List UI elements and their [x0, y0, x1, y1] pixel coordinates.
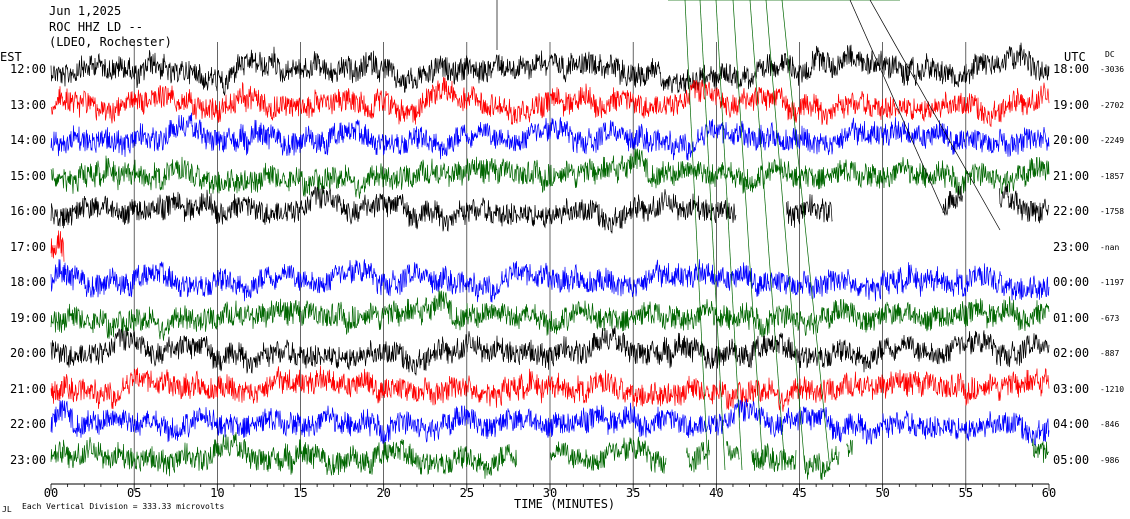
- est-hour-label: 22:00: [10, 417, 47, 431]
- dc-offset-value: -1210: [1100, 384, 1125, 394]
- dc-offset-value: -1197: [1100, 278, 1125, 287]
- est-hour-label: 16:00: [10, 204, 47, 218]
- x-tick-label: 25: [460, 486, 474, 500]
- event-line: [684, 0, 709, 471]
- trace-layer: [50, 42, 1050, 481]
- trace-row-2300: [50, 432, 1050, 481]
- trace-row-1400: [50, 112, 1050, 161]
- trace-row-1600: [50, 183, 1050, 234]
- est-hour-label: 13:00: [10, 97, 47, 112]
- dc-offset-value: -1758: [1100, 207, 1125, 216]
- trace-row-1800: [50, 259, 1050, 303]
- x-tick-label: 50: [875, 486, 889, 500]
- station-code: ROC HHZ LD --: [49, 20, 143, 34]
- x-tick-label: 05: [127, 486, 141, 500]
- dc-offset-value: -1857: [1100, 171, 1125, 181]
- x-tick-label: 35: [626, 486, 640, 500]
- dc-offset-value: -2702: [1100, 100, 1125, 110]
- x-tick-label: 10: [210, 486, 224, 500]
- x-tick-label: 20: [376, 486, 390, 500]
- est-hour-label: 21:00: [10, 381, 47, 396]
- dc-header: DC: [1105, 50, 1115, 59]
- x-tick-label: 30: [543, 486, 557, 500]
- left-timezone-label: EST: [0, 50, 22, 64]
- utc-hour-label: 21:00: [1053, 168, 1090, 183]
- utc-hour-label: 20:00: [1053, 133, 1090, 147]
- utc-hour-label: 04:00: [1053, 417, 1090, 431]
- event-line: [765, 0, 806, 471]
- est-hour-label: 23:00: [10, 452, 47, 467]
- dc-offset-value: -986: [1100, 455, 1120, 465]
- chart-date: Jun 1,2025: [49, 4, 122, 18]
- utc-hour-label: 01:00: [1053, 310, 1090, 325]
- trace-row-1900: [50, 289, 1050, 341]
- x-tick-label: 60: [1042, 486, 1056, 500]
- x-tick-label: 00: [44, 486, 58, 500]
- utc-hour-label: 22:00: [1053, 204, 1090, 218]
- event-line: [869, 0, 1001, 231]
- x-tick-label: 15: [293, 486, 307, 500]
- event-line: [732, 0, 764, 471]
- utc-hour-label: 23:00: [1053, 239, 1090, 254]
- dc-offset-value: -673: [1100, 313, 1120, 323]
- vertical-division-note: Each Vertical Division = 333.33 microvol…: [22, 502, 225, 511]
- est-hour-label: 19:00: [10, 310, 47, 325]
- trace-row-2000: [50, 325, 1050, 376]
- event-marker-lines: [496, 0, 1001, 471]
- right-timezone-label: UTC: [1064, 50, 1086, 64]
- utc-hour-label: 00:00: [1053, 275, 1090, 289]
- est-hour-label: 17:00: [10, 239, 47, 254]
- dc-offset-value: -2249: [1100, 136, 1125, 145]
- event-line: [699, 0, 726, 471]
- footer-mark: JL: [2, 505, 12, 514]
- dc-offset-value: -3036: [1100, 65, 1125, 74]
- est-hour-label: 15:00: [10, 168, 47, 183]
- utc-hour-label: 03:00: [1053, 381, 1090, 396]
- est-hour-label: 14:00: [10, 133, 47, 147]
- dc-offset-value: -846: [1100, 420, 1120, 429]
- dc-offset-value: -887: [1100, 349, 1120, 358]
- x-tick-label: 55: [959, 486, 973, 500]
- trace-row-1200: [50, 42, 1050, 96]
- trace-row-1300: [50, 76, 1050, 127]
- utc-hour-label: 02:00: [1053, 346, 1090, 360]
- event-line: [715, 0, 743, 471]
- utc-hour-label: 19:00: [1053, 97, 1090, 112]
- x-axis-label: TIME (MINUTES): [514, 497, 616, 511]
- trace-row-1500: [50, 147, 1050, 199]
- event-line: [749, 0, 786, 471]
- event-line: [849, 0, 946, 216]
- utc-hour-label: 18:00: [1053, 62, 1090, 76]
- est-hour-label: 12:00: [10, 62, 47, 76]
- trace-row-2100: [50, 365, 1050, 412]
- station-location: (LDEO, Rochester): [49, 35, 172, 49]
- event-line: [781, 0, 831, 471]
- x-tick-label: 45: [792, 486, 806, 500]
- trace-row-2200: [50, 399, 1050, 447]
- dc-offset-value: -nan: [1100, 242, 1120, 252]
- est-hour-label: 18:00: [10, 275, 47, 289]
- utc-hour-label: 05:00: [1053, 452, 1090, 467]
- x-tick-label: 40: [709, 486, 723, 500]
- time-axis: 00 05 10 15 20 25 30 35 40 45 50 55 60: [44, 483, 1056, 500]
- trace-row-1700: [50, 230, 65, 262]
- est-hour-label: 20:00: [10, 346, 47, 360]
